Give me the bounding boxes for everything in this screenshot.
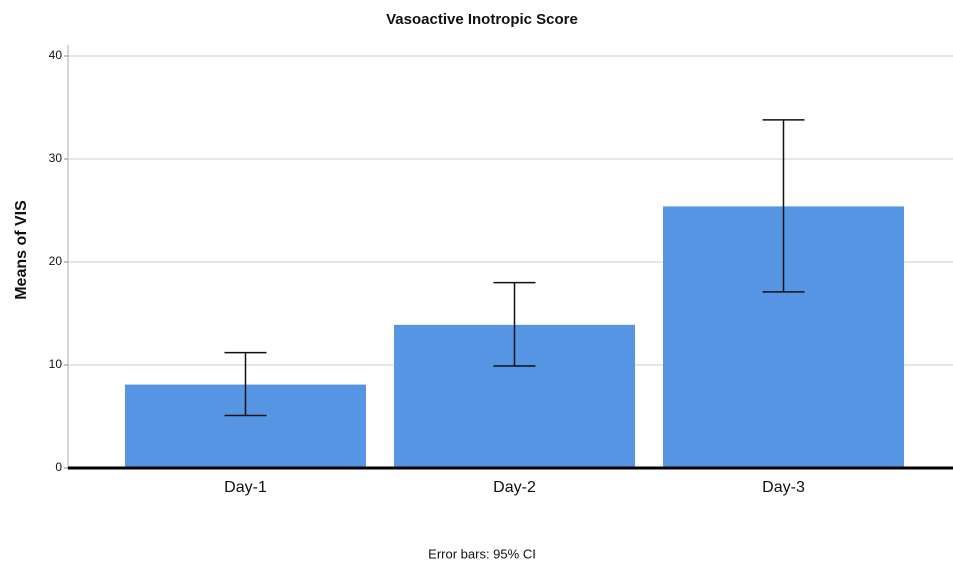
y-tick-label: 10 <box>49 357 63 371</box>
y-tick-label: 40 <box>49 48 63 62</box>
y-tick-label: 30 <box>49 151 63 165</box>
caption: Error bars: 95% CI <box>428 546 536 561</box>
y-axis-label: Means of VIS <box>13 200 30 300</box>
y-tick-label: 20 <box>49 254 63 268</box>
x-tick-label: Day-3 <box>762 479 805 496</box>
y-tick-label: 0 <box>55 460 62 474</box>
chart-title: Vasoactive Inotropic Score <box>386 11 578 28</box>
x-tick-label: Day-2 <box>493 479 536 496</box>
x-tick-label: Day-1 <box>224 479 267 496</box>
